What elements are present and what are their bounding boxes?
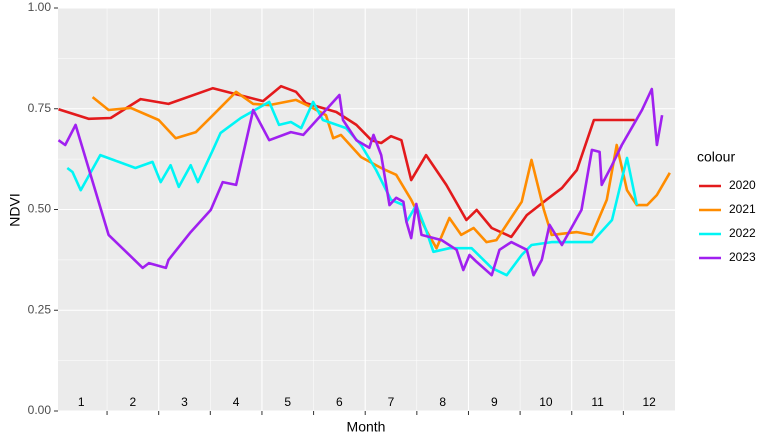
month-annotation: 3 [181, 395, 188, 409]
series-line [58, 84, 635, 239]
month-annotation: 7 [388, 395, 395, 409]
y-tick-label: 0.75 [28, 101, 52, 115]
y-tick-label: 0.50 [28, 202, 52, 216]
x-axis-title: Month [347, 419, 386, 435]
y-tick-label: 0.25 [28, 302, 52, 316]
y-tick-label: 0.00 [28, 403, 52, 417]
legend-label: 2020 [729, 178, 756, 192]
legend-label: 2023 [729, 250, 756, 264]
month-annotation: 9 [491, 395, 498, 409]
y-tick-label: 1.00 [28, 0, 52, 14]
month-annotation: 5 [284, 395, 291, 409]
month-annotation: 11 [591, 395, 604, 409]
month-annotation: 10 [539, 395, 553, 409]
series-line [57, 87, 664, 277]
series-line [66, 100, 639, 277]
month-annotation: 1 [78, 395, 85, 409]
month-annotation: 6 [336, 395, 343, 409]
legend-label: 2021 [729, 202, 756, 216]
legend-label: 2022 [729, 226, 756, 240]
month-annotation: 8 [439, 395, 446, 409]
legend-title: colour [697, 149, 735, 165]
y-axis-title: NDVI [7, 193, 23, 226]
month-annotation: 12 [643, 395, 657, 409]
month-annotation: 2 [130, 395, 137, 409]
month-annotation: 4 [233, 395, 240, 409]
